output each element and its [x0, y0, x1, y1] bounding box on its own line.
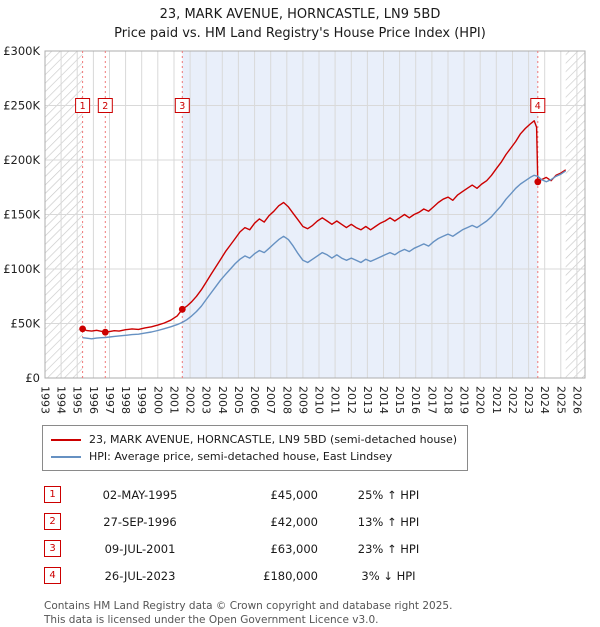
- page-subtitle: Price paid vs. HM Land Registry's House …: [114, 26, 486, 41]
- x-axis-tick-label: 2011: [329, 386, 342, 414]
- legend-item-hpi: HPI: Average price, semi-detached house,…: [51, 448, 459, 465]
- sale-marker: [79, 325, 86, 333]
- x-axis-tick-label: 1998: [119, 386, 132, 414]
- x-axis-tick-label: 2020: [474, 386, 487, 414]
- sale-marker: [534, 178, 542, 186]
- x-axis-tick-label: 1999: [135, 386, 148, 414]
- x-axis-tick-label: 2015: [393, 386, 406, 414]
- x-axis-tick-label: 2010: [313, 386, 326, 414]
- sale-date: 02-MAY-1995: [102, 487, 178, 502]
- x-axis-tick-label: 2021: [490, 386, 503, 414]
- x-axis-tick-label: 2023: [522, 386, 535, 414]
- sale-price: £42,000: [270, 514, 318, 529]
- x-axis-tick-label: 2016: [409, 386, 422, 414]
- sale-number-badge: 1: [44, 486, 61, 503]
- x-axis-tick-label: 2017: [425, 386, 438, 414]
- x-axis-tick-label: 2008: [280, 386, 293, 414]
- footer-copyright: Contains HM Land Registry data © Crown c…: [44, 600, 453, 612]
- x-axis-tick-label: 1993: [39, 386, 52, 414]
- sale-hpi-diff: 3% ↓ HPI: [361, 568, 416, 583]
- sale-number-badge: 4: [44, 567, 61, 584]
- price-paid-line: [82, 120, 567, 333]
- x-axis-tick-label: 2024: [538, 386, 551, 414]
- sale-number-label: 4: [535, 101, 541, 112]
- x-axis-tick-label: 2012: [345, 386, 358, 414]
- x-axis-tick-label: 1994: [55, 386, 68, 414]
- sale-row: 2 27-SEP-1996 £42,000 13% ↑ HPI: [44, 508, 600, 535]
- sale-hpi-diff: 13% ↑ HPI: [357, 514, 420, 529]
- sale-price: £63,000: [270, 541, 318, 556]
- x-axis-tick-label: 2004: [216, 386, 229, 414]
- footer-licence: This data is licensed under the Open Gov…: [44, 614, 379, 627]
- sale-number-box: [174, 98, 190, 113]
- x-axis-tick-label: 2005: [232, 386, 245, 414]
- chart-legend: 23, MARK AVENUE, HORNCASTLE, LN9 5BD (se…: [42, 425, 468, 471]
- sale-number-badge: 3: [44, 540, 61, 557]
- x-axis-tick-label: 2003: [200, 386, 213, 414]
- x-axis-tick-label: 2009: [296, 386, 309, 414]
- sale-number-box: [97, 98, 113, 113]
- x-axis-tick-label: 2019: [458, 386, 471, 414]
- sale-number-box: [530, 98, 546, 113]
- x-axis-tick-label: 2007: [264, 386, 277, 414]
- sale-number-label: 1: [80, 101, 86, 112]
- legend-label-hpi: HPI: Average price, semi-detached house,…: [89, 450, 393, 463]
- x-axis-tick-label: 1996: [87, 386, 100, 414]
- sale-row: 3 09-JUL-2001 £63,000 23% ↑ HPI: [44, 535, 600, 562]
- x-axis-tick-label: 2018: [442, 386, 455, 414]
- hpi-line-swatch: [51, 455, 81, 458]
- y-axis-tick-label: £0: [25, 371, 40, 385]
- sale-hpi-diff: 25% ↑ HPI: [357, 487, 420, 502]
- sale-price: £180,000: [263, 568, 318, 583]
- price-chart-container: 1 2 3 4 £0 £50K £100K £150K £200K £250K £300K 1993 1…: [0, 43, 600, 421]
- chart-header: 23, MARK AVENUE, HORNCASTLE, LN9 5BD Pri…: [0, 0, 600, 41]
- sale-number-label: 3: [179, 101, 185, 112]
- legend-label-property: 23, MARK AVENUE, HORNCASTLE, LN9 5BD (se…: [89, 433, 458, 446]
- sale-row: 1 02-MAY-1995 £45,000 25% ↑ HPI: [44, 481, 600, 508]
- x-axis-tick-label: 2001: [168, 386, 181, 414]
- x-axis-tick-label: 1995: [71, 386, 84, 414]
- sale-hpi-diff: 23% ↑ HPI: [357, 541, 420, 556]
- y-axis-tick-label: £150K: [3, 208, 40, 222]
- y-axis-tick-label: £100K: [3, 262, 40, 276]
- x-axis-tick-label: 2006: [248, 386, 261, 414]
- x-axis-tick-label: 1997: [103, 386, 116, 414]
- sale-price: £45,000: [270, 487, 318, 502]
- sale-date: 26-JUL-2023: [104, 568, 176, 583]
- x-axis-tick-label: 2002: [184, 386, 197, 414]
- x-axis-tick-label: 2013: [361, 386, 374, 414]
- hpi-line: [82, 170, 567, 340]
- x-axis-tick-label: 2026: [570, 386, 583, 414]
- x-axis-tick-label: 2025: [554, 386, 567, 414]
- sale-marker: [178, 305, 186, 313]
- y-axis-tick-label: £300K: [3, 44, 40, 58]
- y-axis-tick-label: £200K: [3, 153, 40, 167]
- sale-number-label: 2: [102, 101, 108, 112]
- property-line-swatch: [51, 438, 81, 441]
- sale-row: 4 26-JUL-2023 £180,000 3% ↓ HPI: [44, 562, 600, 589]
- y-axis-tick-label: £50K: [11, 317, 41, 331]
- x-axis-tick-label: 2022: [506, 386, 519, 414]
- footer: Contains HM Land Registry data © Crown c…: [44, 599, 600, 627]
- sale-marker: [101, 328, 109, 336]
- sales-table: 1 02-MAY-1995 £45,000 25% ↑ HPI 2 27-SEP-1996…: [44, 481, 600, 589]
- page-title: 23, MARK AVENUE, HORNCASTLE, LN9 5BD: [159, 7, 441, 22]
- x-axis-tick-label: 2014: [377, 386, 390, 414]
- y-axis-tick-label: £250K: [3, 99, 40, 113]
- legend-item-property: 23, MARK AVENUE, HORNCASTLE, LN9 5BD (se…: [51, 431, 459, 448]
- sale-date: 27-SEP-1996: [103, 514, 177, 529]
- sale-number-badge: 2: [44, 513, 61, 530]
- sale-date: 09-JUL-2001: [104, 541, 176, 556]
- sale-number-box: [75, 98, 91, 113]
- x-axis-tick-label: 2000: [151, 386, 164, 414]
